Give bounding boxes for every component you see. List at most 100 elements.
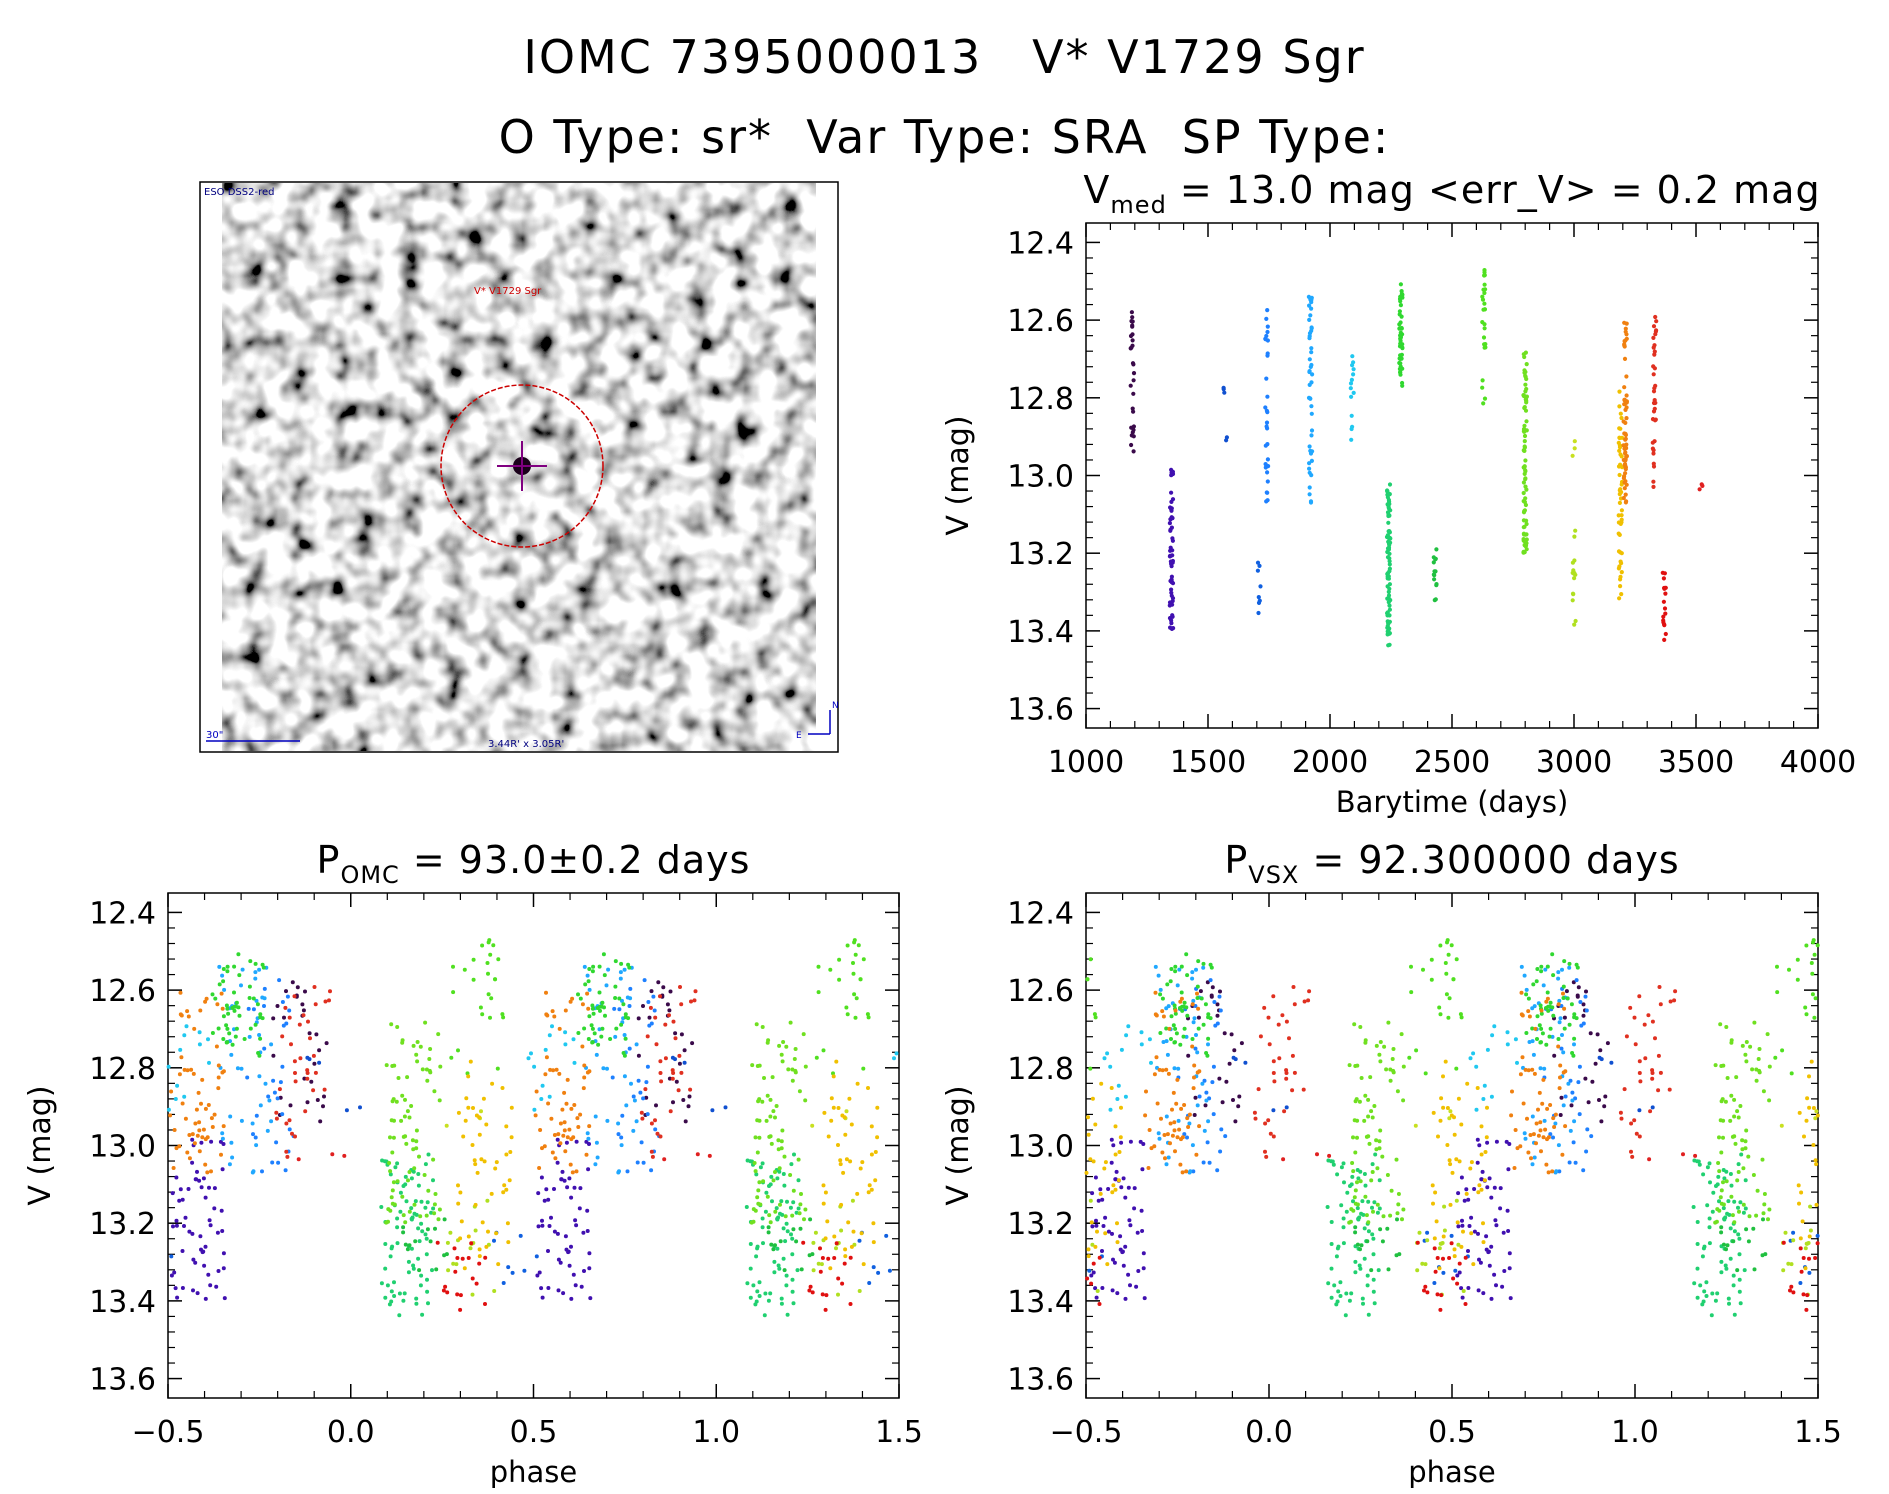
- phase_vsx-point: [1206, 1119, 1211, 1124]
- phase_vsx-point: [1231, 1098, 1235, 1102]
- phase_vsx-point: [1378, 1227, 1383, 1232]
- phase_omc-point: [300, 1002, 305, 1007]
- phase_vsx-point: [1195, 1103, 1200, 1108]
- phase_omc-point: [647, 1015, 652, 1020]
- phase_vsx-point: [1173, 964, 1178, 969]
- lightcurve-point: [1651, 345, 1656, 350]
- phase_omc-point: [769, 1174, 774, 1179]
- phase_vsx-point: [1673, 989, 1678, 994]
- phase_omc-point: [411, 1266, 416, 1271]
- phase_omc-point: [407, 1243, 412, 1248]
- phase_vsx-point: [1357, 1263, 1362, 1268]
- phase_omc-point: [431, 1206, 436, 1211]
- phase_omc-point: [242, 1037, 247, 1041]
- phase_vsx-point: [1414, 1048, 1419, 1053]
- phase_vsx-point: [1719, 1230, 1724, 1235]
- phase_vsx-point: [1492, 1185, 1497, 1190]
- phase_omc-point: [265, 1128, 270, 1133]
- phase_vsx-point: [1135, 1230, 1140, 1235]
- phase_vsx-point: [1395, 1211, 1400, 1216]
- phase_omc-point: [755, 1064, 760, 1068]
- phase_omc-point: [203, 1296, 208, 1301]
- phase_vsx-point: [1551, 973, 1556, 978]
- phase_vsx-point: [1812, 952, 1817, 957]
- lightcurve-point: [1523, 389, 1528, 394]
- phase_vsx-point: [1339, 1165, 1344, 1170]
- phase_omc-point: [458, 1307, 463, 1312]
- phase_vsx-point: [1084, 1170, 1089, 1175]
- phase_vsx-point: [1449, 1233, 1454, 1238]
- phase_vsx-point: [1479, 1187, 1484, 1192]
- lightcurve-xtick-label: 3500: [1658, 745, 1734, 780]
- phase_omc-point: [473, 1228, 478, 1233]
- phase_vsx-point: [1812, 1015, 1817, 1020]
- lightcurve-point: [1624, 499, 1629, 504]
- phase_vsx-point: [1648, 1109, 1653, 1114]
- phase_vsx-point: [1209, 994, 1214, 999]
- phase_omc-point: [663, 1022, 668, 1027]
- phase_omc-point: [679, 1070, 684, 1075]
- lightcurve-point: [1661, 620, 1666, 625]
- phase_vsx-point: [1425, 1238, 1430, 1243]
- phase_omc-point: [449, 1055, 454, 1060]
- phase_vsx-point: [1738, 1104, 1743, 1108]
- lightcurve-point: [1169, 593, 1174, 598]
- phase_omc-point: [493, 1166, 498, 1171]
- phase_omc-point: [272, 1090, 277, 1095]
- phase_omc-point: [754, 1254, 759, 1259]
- phase_vsx-point: [1485, 1105, 1489, 1110]
- phase_vsx-point: [1815, 1233, 1820, 1238]
- phase_vsx-point: [1795, 957, 1800, 962]
- phase_omc-point: [654, 1042, 659, 1047]
- phase_vsx-point: [1380, 1154, 1385, 1159]
- lightcurve-point: [1617, 488, 1622, 493]
- phase_vsx-point: [1172, 1066, 1177, 1071]
- phase_vsx-point: [1280, 1013, 1285, 1018]
- lightcurve-point: [1481, 335, 1487, 340]
- phase_omc-point: [289, 1042, 293, 1047]
- phase_vsx-point: [1266, 1118, 1271, 1123]
- phase_vsx-point: [1479, 1177, 1484, 1182]
- phase_vsx-point: [1737, 1236, 1742, 1241]
- lightcurve-point: [1386, 546, 1391, 552]
- lightcurve-title: Vmed = 13.0 mag <err_V> = 0.2 mag: [1083, 168, 1820, 219]
- phase_vsx-point: [1108, 1064, 1113, 1069]
- phase_omc-point: [262, 986, 267, 991]
- phase_omc-point: [463, 1118, 468, 1123]
- phase_omc-point: [414, 1296, 419, 1301]
- phase_omc-point: [485, 961, 490, 965]
- phase_omc-point: [854, 996, 859, 1001]
- phase_omc-point: [501, 1015, 506, 1020]
- phase_omc-point: [419, 1273, 424, 1278]
- phase_vsx-point: [1423, 1071, 1428, 1076]
- lightcurve-point: [1617, 404, 1622, 409]
- phase_omc-point: [172, 1270, 177, 1275]
- phase_omc-point: [284, 1121, 289, 1126]
- phase_vsx-point: [1271, 994, 1276, 999]
- lightcurve-point: [1624, 400, 1629, 405]
- phase_vsx-point: [1757, 1047, 1762, 1051]
- phase_vsx-point: [1347, 1063, 1352, 1068]
- phase_omc-point: [764, 1190, 769, 1195]
- phase_omc-point: [858, 1166, 863, 1171]
- phase_omc-point: [593, 1114, 598, 1119]
- lightcurve-point: [1307, 357, 1312, 362]
- phase_vsx-point: [1187, 1121, 1192, 1126]
- phase_vsx-point: [1157, 1136, 1162, 1141]
- phase_omc-point: [474, 1113, 479, 1118]
- phase_omc-point: [785, 1199, 789, 1204]
- phase_vsx-point: [1736, 1205, 1740, 1210]
- phase_omc-point: [186, 1187, 191, 1191]
- phase_vsx-point: [1218, 989, 1222, 994]
- phase_omc-point: [437, 1207, 442, 1212]
- phase_vsx-point: [1263, 1121, 1268, 1126]
- lightcurve-point: [1169, 490, 1174, 495]
- lightcurve-point: [1522, 423, 1527, 428]
- phase_omc-point: [213, 996, 218, 1001]
- phase_omc-point: [482, 1159, 487, 1164]
- phase_vsx-point: [1178, 1042, 1183, 1047]
- phase_omc-point: [483, 1255, 488, 1260]
- phase_vsx-point: [1761, 1089, 1766, 1094]
- phase_omc-point: [402, 1291, 407, 1296]
- phase_omc-point: [574, 1169, 579, 1174]
